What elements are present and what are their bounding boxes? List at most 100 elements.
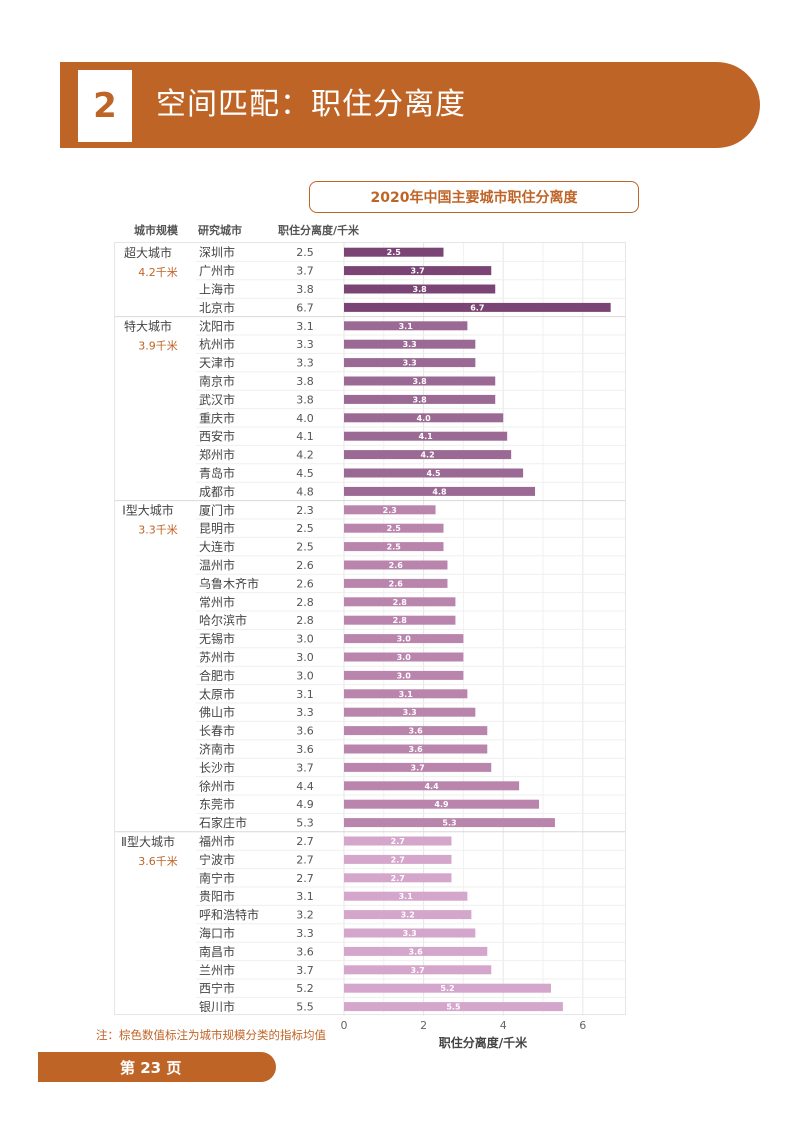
city-label: 宁波市	[199, 852, 235, 867]
value-label: 2.8	[296, 596, 314, 609]
bar-data-label: 4.2	[420, 451, 434, 460]
city-label: 大连市	[199, 539, 235, 554]
group-name-label: 超大城市	[124, 245, 172, 260]
bar-data-label: 3.3	[403, 359, 417, 368]
bar-data-label: 4.9	[434, 800, 449, 809]
bar-data-label: 2.3	[383, 506, 397, 515]
bar-data-label: 3.7	[411, 267, 425, 276]
value-label: 3.3	[296, 357, 314, 370]
x-tick-label: 4	[500, 1019, 507, 1032]
value-label: 2.8	[296, 614, 314, 627]
bar	[344, 376, 496, 386]
section-number: 2	[78, 70, 132, 142]
bar	[344, 910, 472, 920]
header-band	[60, 62, 760, 148]
bar-data-label: 2.5	[387, 543, 402, 552]
group-mean-label: 3.9千米	[138, 340, 178, 353]
value-label: 2.5	[296, 541, 314, 554]
city-label: 重庆市	[199, 410, 235, 425]
group-name-label: Ⅱ型大城市	[121, 834, 175, 849]
group-mean-label: 3.6千米	[138, 855, 178, 868]
value-label: 3.8	[296, 393, 314, 406]
bar	[344, 854, 452, 864]
value-label: 3.6	[296, 945, 314, 958]
city-label: 南宁市	[199, 870, 235, 885]
bar-data-label: 2.6	[389, 579, 404, 588]
value-label: 2.3	[296, 504, 314, 517]
bar	[344, 873, 452, 883]
bar	[344, 762, 492, 772]
bar	[344, 818, 555, 828]
column-header-scale: 城市规模	[134, 224, 178, 237]
bar	[344, 302, 611, 312]
city-label: 深圳市	[199, 245, 235, 260]
city-label: 哈尔滨市	[199, 613, 247, 628]
city-label: 佛山市	[199, 705, 235, 720]
city-label: 沈阳市	[199, 318, 235, 333]
bar	[344, 634, 464, 644]
value-label: 3.7	[296, 964, 314, 977]
city-label: 东莞市	[199, 797, 235, 812]
bar	[344, 707, 476, 717]
value-label: 3.0	[296, 651, 314, 664]
group-mean-label: 3.3千米	[138, 524, 178, 537]
bar	[344, 505, 436, 515]
value-label: 3.3	[296, 338, 314, 351]
city-label: 昆明市	[199, 521, 235, 536]
bar-data-label: 3.0	[397, 671, 412, 680]
value-label: 3.0	[296, 669, 314, 682]
value-label: 3.2	[296, 909, 314, 922]
city-label: 上海市	[199, 282, 235, 297]
bar-data-label: 3.0	[397, 653, 412, 662]
bar-data-label: 3.1	[399, 690, 414, 699]
value-label: 2.7	[296, 835, 314, 848]
city-label: 青岛市	[199, 466, 235, 481]
bar-data-label: 4.5	[426, 469, 441, 478]
bar-data-label: 2.7	[391, 855, 405, 864]
city-label: 石家庄市	[199, 815, 247, 830]
value-label: 2.5	[296, 522, 314, 535]
value-label: 3.6	[296, 743, 314, 756]
group-mean-label: 4.2千米	[138, 266, 178, 279]
value-label: 3.8	[296, 283, 314, 296]
bar	[344, 1002, 563, 1012]
bar	[344, 781, 520, 791]
bar-data-label: 3.1	[399, 322, 414, 331]
bar	[344, 321, 468, 331]
value-label: 5.3	[296, 817, 314, 830]
city-label: 郑州市	[199, 447, 235, 462]
city-label: 天津市	[199, 355, 235, 370]
city-label: 西安市	[199, 429, 235, 444]
value-label: 6.7	[296, 301, 314, 314]
city-label: 厦门市	[199, 502, 235, 517]
value-label: 4.0	[296, 412, 314, 425]
page-number: 第 23 页	[38, 1052, 276, 1082]
city-label: 呼和浩特市	[199, 907, 259, 922]
bar-data-label: 3.1	[399, 892, 414, 901]
city-label: 武汉市	[199, 392, 235, 407]
x-tick-label: 2	[420, 1019, 427, 1032]
bar-data-label: 3.7	[411, 966, 425, 975]
city-label: 长春市	[199, 723, 235, 738]
page-title: 空间匹配：职住分离度	[156, 87, 466, 122]
bar	[344, 431, 508, 441]
value-label: 2.5	[296, 246, 314, 259]
bar-data-label: 4.4	[424, 782, 439, 791]
bar-data-label: 5.3	[442, 819, 456, 828]
value-label: 4.8	[296, 485, 314, 498]
bar	[344, 983, 551, 993]
value-label: 3.7	[296, 761, 314, 774]
x-tick-label: 0	[341, 1019, 348, 1032]
city-label: 西宁市	[199, 981, 235, 996]
city-label: 温州市	[199, 558, 235, 573]
city-label: 无锡市	[199, 631, 235, 646]
bar	[344, 799, 540, 809]
bar-data-label: 3.6	[409, 727, 424, 736]
bar-data-label: 4.0	[417, 414, 432, 423]
bar-data-label: 2.7	[391, 837, 405, 846]
bar-data-label: 3.3	[403, 929, 417, 938]
bar-data-label: 2.6	[389, 561, 404, 570]
value-label: 3.1	[296, 688, 314, 701]
bar	[344, 486, 536, 496]
bar	[344, 413, 504, 423]
